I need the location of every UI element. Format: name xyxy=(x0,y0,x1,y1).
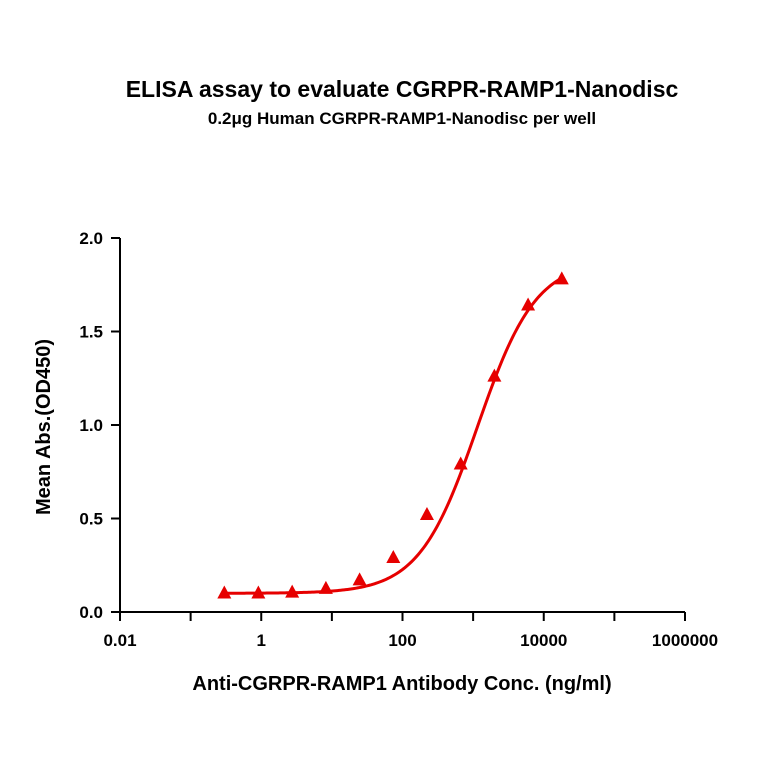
data-point xyxy=(521,297,536,311)
y-tick-label: 1.0 xyxy=(79,416,103,435)
data-points xyxy=(217,271,569,599)
x-tick-label: 1 xyxy=(257,631,266,650)
x-tick-label: 0.01 xyxy=(103,631,136,650)
y-tick-label: 2.0 xyxy=(79,229,103,248)
y-tick-label: 0.5 xyxy=(79,510,103,529)
x-axis: 0.01 1 100 10000 1000000 xyxy=(103,611,718,650)
data-point xyxy=(453,456,468,470)
y-tick-label: 0.0 xyxy=(79,603,103,622)
data-point xyxy=(318,580,333,594)
data-point xyxy=(251,585,266,599)
data-point xyxy=(554,271,569,285)
fit-curve xyxy=(224,276,563,595)
chart-title: ELISA assay to evaluate CGRPR-RAMP1-Nano… xyxy=(126,76,679,102)
x-tick-label: 10000 xyxy=(520,631,567,650)
chart-subtitle: 0.2μg Human CGRPR-RAMP1-Nanodisc per wel… xyxy=(208,109,596,128)
data-point xyxy=(285,584,300,598)
y-axis-label: Mean Abs.(OD450) xyxy=(33,339,55,515)
data-point xyxy=(419,506,434,520)
x-tick-label: 100 xyxy=(388,631,416,650)
x-axis-label: Anti-CGRPR-RAMP1 Antibody Conc. (ng/ml) xyxy=(192,673,611,695)
data-point xyxy=(487,368,502,382)
data-point xyxy=(217,585,232,599)
data-point xyxy=(386,549,401,563)
x-tick-label: 1000000 xyxy=(652,631,718,650)
y-axis: 0.0 0.5 1.0 1.5 2.0 xyxy=(79,229,121,622)
data-point xyxy=(352,572,367,586)
y-tick-label: 1.5 xyxy=(79,323,103,342)
